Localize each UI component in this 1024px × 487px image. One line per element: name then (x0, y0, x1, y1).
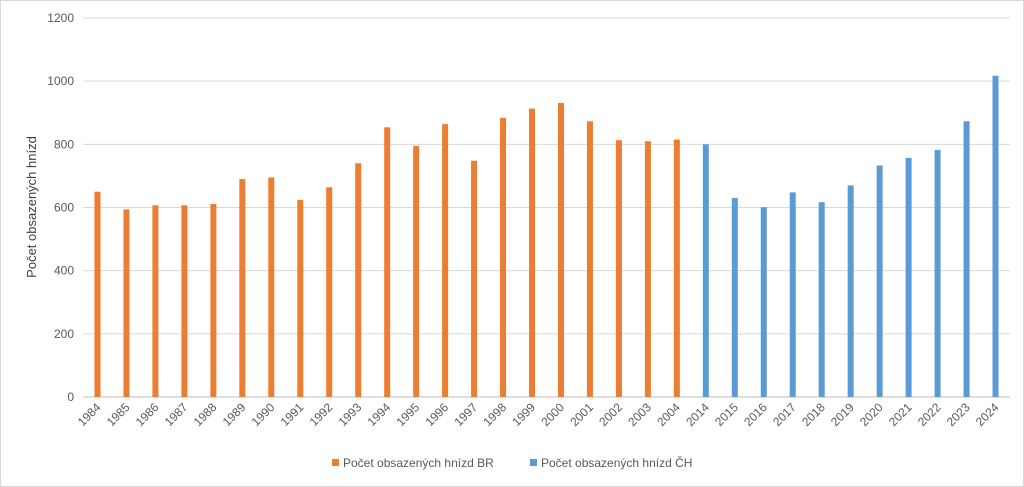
x-tick-label: 2001 (567, 400, 596, 429)
bar-2016 (760, 207, 767, 397)
x-tick-label: 1985 (104, 400, 133, 429)
bar-2024 (992, 75, 999, 398)
x-tick-label: 1990 (249, 400, 278, 429)
x-tick-label: 2015 (712, 400, 741, 429)
x-tick-label: 1991 (278, 400, 307, 429)
bar-1984 (94, 191, 101, 397)
x-tick-label: 1984 (75, 400, 104, 429)
bar-2004 (673, 139, 680, 398)
y-tick-label: 1000 (47, 74, 74, 88)
y-tick-labels: 0 200 400 600 800 1000 1200 (47, 11, 74, 404)
x-tick-label: 1989 (220, 400, 249, 429)
bar-1991 (297, 199, 304, 397)
bar-2003 (644, 141, 651, 397)
x-tick-label: 2003 (625, 400, 654, 429)
bar-2000 (557, 102, 564, 397)
y-tick-label: 600 (54, 201, 74, 215)
bar-2002 (615, 140, 622, 398)
x-tick-label: 2002 (596, 400, 625, 429)
bar-1985 (123, 209, 130, 397)
x-tick-label: 2022 (915, 400, 944, 429)
y-tick-label: 800 (54, 137, 74, 151)
y-tick-label: 0 (67, 390, 74, 404)
legend-swatch (530, 459, 537, 466)
x-tick-label: 2020 (857, 400, 886, 429)
bar-1993 (355, 163, 362, 397)
bars (94, 75, 999, 398)
x-tick-label: 1999 (509, 400, 538, 429)
bar-2017 (789, 192, 796, 397)
bar-2023 (963, 121, 970, 397)
y-tick-label: 1200 (47, 11, 74, 25)
bar-2021 (905, 157, 912, 397)
bar-1998 (500, 117, 507, 397)
bar-2019 (847, 185, 854, 397)
x-tick-label: 1992 (307, 400, 336, 429)
x-tick-label: 1988 (191, 400, 220, 429)
x-tick-label: 1994 (365, 400, 394, 429)
legend: Počet obsazených hnízd BR Počet obsazenýc… (332, 455, 692, 470)
legend-label: Počet obsazených hnízd BR (343, 456, 494, 470)
bar-2022 (934, 150, 941, 397)
x-tick-label: 2014 (683, 400, 712, 429)
x-tick-label: 2000 (538, 400, 567, 429)
bar-1994 (384, 127, 391, 398)
x-tick-label: 2023 (944, 400, 973, 429)
y-tick-label: 400 (54, 264, 74, 278)
bar-2014 (702, 144, 709, 397)
y-axis-label: Počet obsazených hnízd (24, 136, 39, 278)
bar-1989 (239, 179, 246, 397)
x-tick-label: 1996 (422, 400, 451, 429)
bar-1992 (326, 187, 333, 397)
x-tick-label: 1997 (451, 400, 480, 429)
y-tick-label: 200 (54, 327, 74, 341)
bar-1997 (471, 160, 478, 397)
x-tick-label: 1998 (480, 400, 509, 429)
bar-1999 (529, 108, 536, 397)
legend-swatch (332, 459, 339, 466)
x-tick-label: 2019 (828, 400, 857, 429)
bar-2020 (876, 165, 883, 397)
x-tick-label: 2004 (654, 400, 683, 429)
bar-2018 (818, 202, 825, 397)
bar-1986 (152, 205, 159, 397)
x-tick-label: 1986 (133, 400, 162, 429)
x-tick-label: 2021 (886, 400, 915, 429)
bar-1988 (210, 204, 217, 397)
bar-1996 (442, 124, 449, 398)
x-tick-label: 2024 (973, 400, 1002, 429)
x-tick-label: 2018 (799, 400, 828, 429)
x-tick-labels: 1984 1985 1986 1987 1988 1989 1990 1991 1992 1993… (75, 400, 1002, 429)
bar-2015 (731, 198, 738, 397)
bar-2001 (586, 121, 593, 397)
x-tick-label: 1993 (336, 400, 365, 429)
x-tick-label: 2016 (741, 400, 770, 429)
x-tick-label: 1987 (162, 400, 191, 429)
bar-1995 (413, 145, 420, 397)
x-tick-label: 1995 (393, 400, 422, 429)
gridlines (83, 17, 1010, 398)
bar-1990 (268, 177, 275, 397)
bar-1987 (181, 205, 188, 397)
legend-label: Počet obsazených hnízd ČH (541, 455, 692, 470)
x-tick-label: 2017 (770, 400, 799, 429)
